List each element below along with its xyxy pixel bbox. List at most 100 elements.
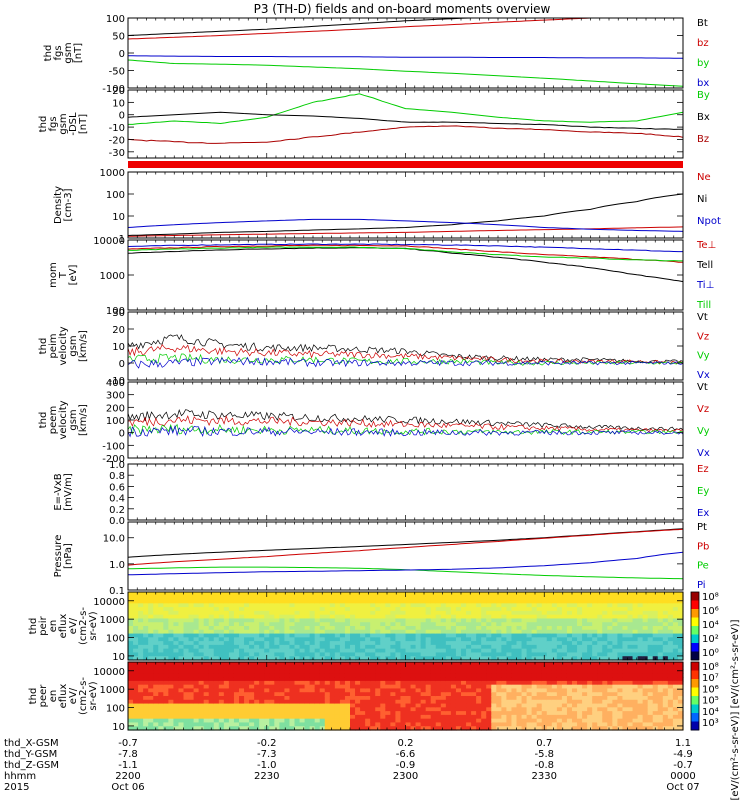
heatmap-cell	[198, 726, 205, 731]
heatmap-cell	[405, 607, 412, 612]
heatmap-cell	[319, 677, 326, 682]
heatmap-cell	[208, 622, 215, 627]
heatmap-cell	[471, 633, 477, 638]
heatmap-cell	[476, 718, 482, 724]
heatmap-cell	[365, 641, 371, 646]
heatmap-cell	[677, 592, 684, 597]
heatmap-cell	[455, 726, 462, 731]
heatmap-cell	[612, 648, 619, 654]
heatmap-cell	[632, 618, 639, 623]
heatmap-cell	[244, 726, 250, 731]
heatmap-cell	[420, 692, 427, 697]
heatmap-cell	[466, 722, 472, 727]
heatmap-cell	[471, 592, 477, 597]
heatmap-cell	[208, 644, 215, 650]
heatmap-cell	[183, 722, 190, 727]
heatmap-cell	[572, 595, 578, 601]
heatmap-cell	[360, 665, 366, 671]
heatmap-cell	[158, 669, 164, 674]
heatmap-cell	[647, 637, 654, 642]
heatmap-cell	[299, 726, 306, 731]
heatmap-cell	[239, 703, 245, 708]
heatmap-cell	[143, 599, 149, 604]
heatmap-cell	[370, 703, 376, 708]
heatmap-cell	[496, 607, 502, 612]
heatmap-cell	[667, 622, 674, 627]
heatmap-cell	[501, 592, 508, 597]
heatmap-cell	[582, 622, 588, 627]
heatmap-cell	[672, 633, 679, 638]
heatmap-cell	[299, 673, 306, 678]
heatmap-cell	[380, 673, 386, 678]
heatmap-cell	[138, 614, 144, 620]
heatmap-cell	[269, 673, 275, 678]
colorbar-tick-label: 10⁴	[702, 620, 719, 631]
heatmap-cell	[269, 699, 275, 705]
heatmap-cell	[390, 722, 397, 727]
heatmap-cell	[481, 599, 487, 604]
heatmap-cell	[536, 714, 543, 720]
heatmap-cell	[319, 599, 326, 604]
heatmap-cell	[435, 652, 442, 657]
heatmap-cell	[405, 696, 412, 701]
heatmap-cell	[546, 673, 553, 678]
heatmap-cell	[662, 637, 669, 642]
heatmap-cell	[390, 714, 397, 720]
heatmap-cell	[536, 692, 543, 697]
heatmap-cell	[556, 669, 563, 674]
heatmap-cell	[546, 595, 553, 601]
heatmap-cell	[521, 677, 528, 682]
heatmap-cell	[506, 603, 513, 608]
heatmap-cell	[355, 677, 361, 682]
heatmap-cell	[551, 644, 558, 650]
heatmap-cell	[481, 665, 487, 671]
heatmap-cell	[254, 677, 260, 682]
heatmap-cell	[481, 622, 487, 627]
heatmap-cell	[128, 665, 134, 671]
heatmap-cell	[375, 688, 381, 693]
heatmap-cell	[163, 673, 169, 678]
heatmap-cell	[299, 648, 306, 654]
heatmap-cell	[138, 599, 144, 604]
heatmap-cell	[582, 599, 588, 604]
heatmap-cell	[647, 610, 654, 616]
heatmap-cell	[607, 610, 613, 616]
heatmap-cell	[561, 669, 568, 674]
heatmap-cell	[572, 592, 578, 597]
heatmap-cell	[218, 652, 225, 657]
heatmap-cell	[355, 696, 361, 701]
heatmap-cell	[461, 607, 467, 612]
heatmap-cell	[440, 662, 447, 667]
heatmap-cell	[299, 703, 306, 708]
heatmap-cell	[193, 648, 200, 654]
heatmap-cell	[476, 722, 482, 727]
heatmap-cell	[516, 726, 523, 731]
heatmap-cell	[617, 599, 624, 604]
heatmap-cell	[466, 648, 472, 654]
heatmap-cell	[496, 656, 502, 661]
heatmap-cell	[420, 622, 427, 627]
heatmap-cell	[511, 595, 518, 601]
heatmap-cell	[128, 692, 134, 697]
heatmap-cell	[314, 629, 321, 635]
heatmap-cell	[355, 726, 361, 731]
heatmap-cell	[279, 684, 286, 690]
heatmap-cell	[213, 688, 220, 693]
heatmap-cell	[471, 669, 477, 674]
heatmap-cell	[627, 652, 634, 657]
heatmap-cell	[450, 652, 457, 657]
heatmap-cell	[455, 592, 462, 597]
heatmap-cell	[455, 699, 462, 705]
heatmap-cell	[153, 626, 159, 631]
heatmap-cell	[582, 652, 588, 657]
heatmap-cell	[536, 629, 543, 635]
heatmap-cell	[516, 669, 523, 674]
heatmap-cell	[481, 688, 487, 693]
heatmap-cell	[193, 595, 200, 601]
heatmap-cell	[339, 696, 346, 701]
heatmap-cell	[461, 633, 467, 638]
heatmap-cell	[188, 669, 195, 674]
heatmap-cell	[582, 607, 588, 612]
heatmap-cell	[496, 669, 502, 674]
